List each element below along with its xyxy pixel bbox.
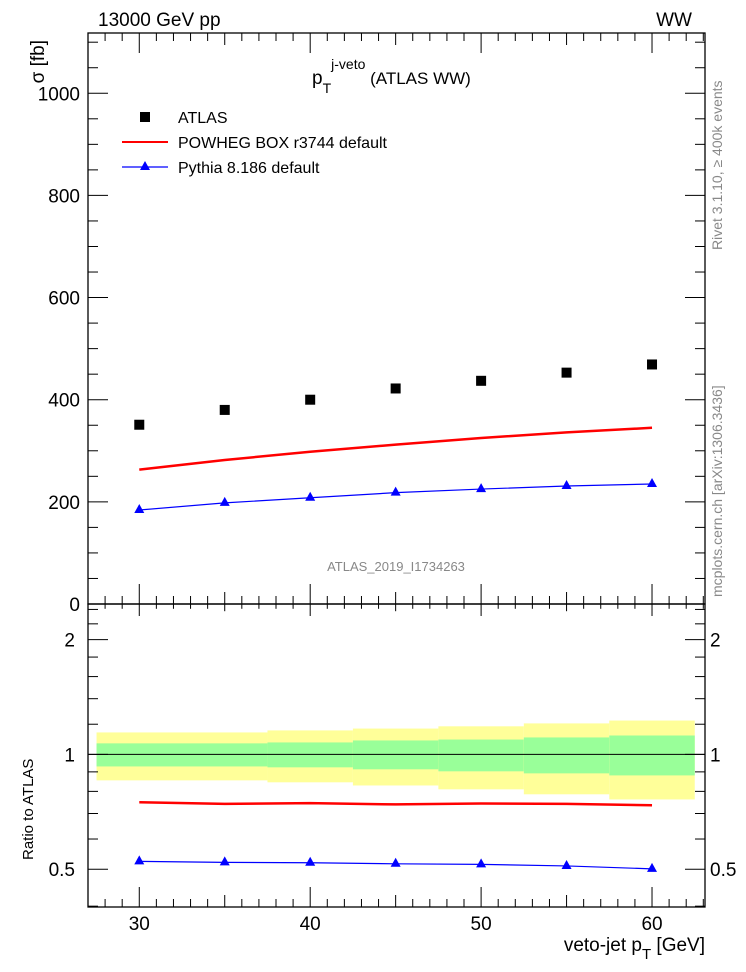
pythia-ratio-marker xyxy=(305,856,316,866)
atlas-data-point xyxy=(305,394,316,405)
pythia-marker xyxy=(647,477,658,487)
y-tick-label: 800 xyxy=(48,186,80,207)
legend-powheg-label: POWHEG BOX r3744 default xyxy=(178,135,388,152)
pythia-ratio-marker xyxy=(476,858,487,868)
pythia-ratio-marker xyxy=(219,856,230,866)
y-tick-label: 0 xyxy=(69,595,80,616)
atlas-data-point xyxy=(390,383,401,394)
atlas-data-point xyxy=(647,359,658,370)
y-axis-label: σ [fb] xyxy=(28,40,49,83)
pythia-ratio-marker xyxy=(561,859,572,869)
pythia-marker xyxy=(390,486,401,496)
band-inner xyxy=(609,735,695,776)
atlas-data-point xyxy=(561,367,572,378)
mcplots-credit: mcplots.cern.ch [arXiv:1306.3436] xyxy=(709,385,725,597)
legend-pythia-label: Pythia 8.186 default xyxy=(178,160,320,177)
xlabel-main: veto-jet p xyxy=(564,935,642,956)
atlas-data-point xyxy=(134,419,145,430)
pythia-marker xyxy=(134,504,145,514)
x-tick-label: 50 xyxy=(471,914,492,935)
title-sup: j-veto xyxy=(330,56,365,72)
atlas-data-point xyxy=(219,404,230,415)
ratio-frame xyxy=(87,603,706,908)
powheg-ratio-line xyxy=(139,800,653,807)
ratio-y-tick-label-right: 2 xyxy=(710,631,721,652)
ratio-y-tick-label-right: 0.5 xyxy=(710,860,736,881)
band-inner xyxy=(438,739,524,772)
ratio-y-tick-label: 0.5 xyxy=(49,860,75,881)
y-tick-label: 1000 xyxy=(38,84,80,105)
legend-atlas-marker xyxy=(140,112,150,122)
legend-atlas-label: ATLAS xyxy=(178,110,228,127)
pythia-marker xyxy=(219,496,230,506)
ratio-y-tick-label-right: 1 xyxy=(710,745,721,766)
title-sub: T xyxy=(323,80,332,96)
pythia-marker xyxy=(561,480,572,490)
title-main: p xyxy=(312,68,323,89)
axis-ticks: 0 200 400 600 800 1000 0.5 0.5 1 1 2 2 30 40 50 60 xyxy=(38,33,736,935)
band-inner xyxy=(523,737,610,774)
title-rest: (ATLAS WW) xyxy=(365,69,470,88)
legend: ATLAS POWHEG BOX r3744 default Pythia 8.… xyxy=(122,110,388,177)
ratio-y-tick-label: 1 xyxy=(64,745,75,766)
legend-pythia-marker xyxy=(140,161,150,170)
header-process: WW xyxy=(656,10,692,31)
xlabel-sub: T xyxy=(642,946,651,963)
atlas-data-point xyxy=(476,375,487,386)
xlabel-rest: [GeV] xyxy=(651,935,705,956)
x-tick-label: 30 xyxy=(129,914,150,935)
pythia-ratio-marker xyxy=(647,862,658,872)
x-tick-label: 60 xyxy=(641,914,662,935)
powheg-line xyxy=(139,426,653,471)
y-tick-label: 200 xyxy=(48,493,80,514)
pythia-marker xyxy=(476,483,487,493)
header-energy: 13000 GeV pp xyxy=(98,10,221,31)
plot-title: pTj-veto (ATLAS WW) xyxy=(312,56,471,96)
x-axis-label: veto-jet pT [GeV] xyxy=(564,935,705,963)
ratio-y-axis-label: Ratio to ATLAS xyxy=(20,759,37,860)
pythia-marker xyxy=(305,491,316,501)
ratio-y-tick-label: 2 xyxy=(64,631,75,652)
data-marks xyxy=(134,359,658,872)
x-tick-label: 40 xyxy=(300,914,321,935)
analysis-id: ATLAS_2019_I1734263 xyxy=(327,559,465,574)
rivet-version: Rivet 3.1.10, ≥ 400k events xyxy=(709,80,725,250)
y-tick-label: 400 xyxy=(48,391,80,412)
y-tick-label: 600 xyxy=(48,289,80,310)
uncertainty-bands xyxy=(88,720,705,800)
pythia-ratio-marker xyxy=(390,857,401,867)
pythia-ratio-marker xyxy=(134,855,145,865)
